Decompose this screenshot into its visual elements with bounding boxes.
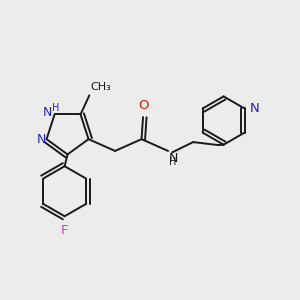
- Text: N: N: [250, 102, 260, 115]
- Text: N: N: [43, 106, 52, 119]
- Text: N: N: [37, 133, 46, 146]
- Text: H: H: [52, 103, 60, 113]
- Text: CH₃: CH₃: [90, 82, 111, 92]
- Text: H: H: [169, 158, 176, 167]
- Text: O: O: [138, 99, 148, 112]
- Text: N: N: [169, 152, 178, 164]
- Text: F: F: [61, 224, 68, 237]
